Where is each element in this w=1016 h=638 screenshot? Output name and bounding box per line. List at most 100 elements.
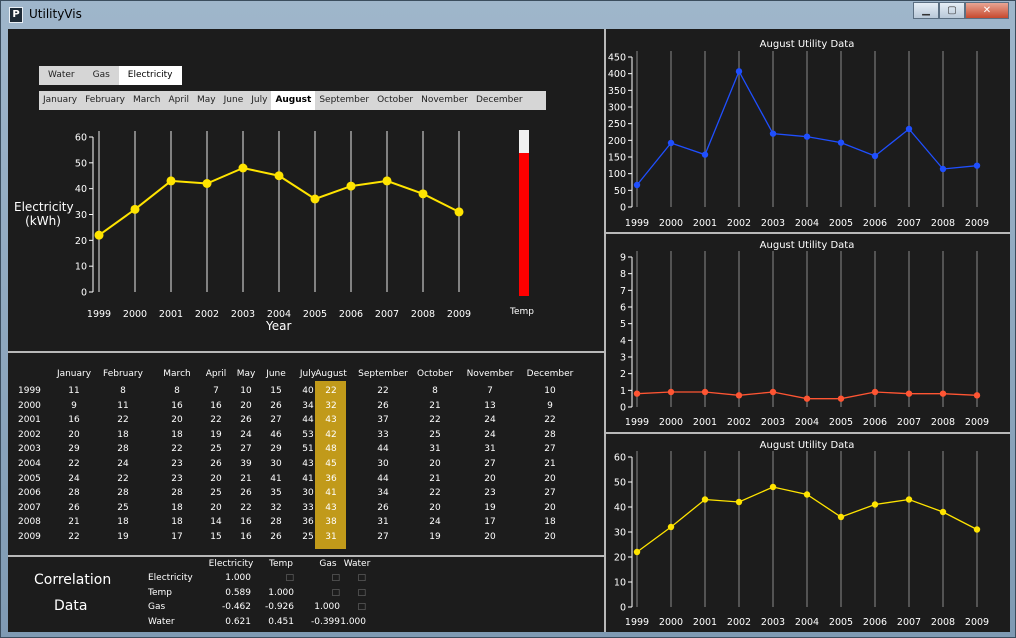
gas-chart-point[interactable] xyxy=(837,395,845,402)
table-cell: 20 xyxy=(210,473,222,484)
table-header-october[interactable]: October xyxy=(416,369,454,379)
gas-chart-point[interactable] xyxy=(701,388,709,396)
water-chart-point[interactable] xyxy=(735,68,743,75)
table-cell: 41 xyxy=(325,488,337,499)
utility-tab-gas[interactable]: Gas xyxy=(92,70,110,80)
month-tab-february[interactable]: February xyxy=(85,95,126,105)
electricity-small-chart-point[interactable] xyxy=(735,498,743,506)
table-cell: 23 xyxy=(171,473,183,484)
water-chart-point[interactable] xyxy=(837,139,845,146)
table-header-may[interactable]: May xyxy=(236,369,256,379)
month-tab-july[interactable]: July xyxy=(251,95,268,105)
water-chart-point[interactable] xyxy=(667,139,675,147)
table-cell: 22 xyxy=(171,444,183,455)
table-cell: 27 xyxy=(544,444,556,455)
water-chart-point[interactable] xyxy=(701,151,709,158)
main-chart-point[interactable] xyxy=(382,176,392,186)
month-tab-may[interactable]: May xyxy=(197,95,216,105)
gas-chart-point[interactable] xyxy=(803,395,811,402)
utility-tab-electricity[interactable]: Electricity xyxy=(118,66,182,85)
maximize-icon[interactable]: ▢ xyxy=(939,2,965,19)
table-header-november[interactable]: November xyxy=(466,369,514,379)
water-chart-point[interactable] xyxy=(973,162,981,169)
electricity-small-chart-x-tick-label: 2002 xyxy=(727,617,751,628)
gas-chart-point[interactable] xyxy=(973,392,981,399)
table-header-july[interactable]: July xyxy=(299,369,317,379)
table-cell: 27 xyxy=(270,415,282,426)
gas-chart-point[interactable] xyxy=(667,388,675,396)
main-chart-point[interactable] xyxy=(238,163,248,173)
water-chart-point[interactable] xyxy=(633,181,641,189)
table-header-august[interactable]: August xyxy=(315,369,347,379)
electricity-small-chart-point[interactable] xyxy=(905,496,913,503)
main-chart-point[interactable] xyxy=(166,176,176,186)
water-chart-point[interactable] xyxy=(871,152,879,160)
month-tab-september[interactable]: September xyxy=(319,95,370,105)
correlation-cell: □ xyxy=(331,573,340,583)
gas-chart-point[interactable] xyxy=(769,388,777,396)
electricity-small-chart-point[interactable] xyxy=(939,508,947,516)
month-tab-november[interactable]: November xyxy=(421,95,468,105)
divider-right-1 xyxy=(606,232,1010,234)
title-bar[interactable]: P UtilityVis ▁ ▢ ✕ xyxy=(1,1,1015,29)
month-tab-march[interactable]: March xyxy=(133,95,161,105)
correlation-cell: -0.926 xyxy=(264,602,294,613)
table-header-january[interactable]: January xyxy=(56,369,92,379)
gas-chart-point[interactable] xyxy=(871,388,879,396)
electricity-small-chart-point[interactable] xyxy=(871,501,879,508)
month-tab-december[interactable]: December xyxy=(475,95,523,105)
main-chart-point[interactable] xyxy=(418,189,428,199)
water-chart-y-tick-label: 250 xyxy=(608,119,626,130)
table-header-april[interactable]: April xyxy=(205,369,227,379)
main-chart-point[interactable] xyxy=(346,181,356,191)
electricity-small-chart-point[interactable] xyxy=(667,523,675,531)
table-cell: 53 xyxy=(302,429,314,440)
table-header-february[interactable]: February xyxy=(103,369,143,379)
electricity-small-chart-point[interactable] xyxy=(973,526,981,533)
electricity-small-chart-point[interactable] xyxy=(837,513,845,521)
month-tab-october[interactable]: October xyxy=(377,95,414,105)
month-tab-april[interactable]: April xyxy=(168,95,190,105)
main-chart-point[interactable] xyxy=(310,194,320,204)
water-chart-point[interactable] xyxy=(769,130,777,137)
table-header-june[interactable]: June xyxy=(266,369,286,379)
electricity-small-chart-x-tick-label: 1999 xyxy=(625,617,649,628)
minimize-icon[interactable]: ▁ xyxy=(913,2,939,19)
correlation-cell: 0.621 xyxy=(225,616,251,627)
electricity-small-chart-point[interactable] xyxy=(633,548,641,556)
table-cell: 26 xyxy=(377,400,389,411)
electricity-small-chart-point[interactable] xyxy=(769,483,777,491)
table-header-september[interactable]: September xyxy=(358,369,408,379)
main-chart-point[interactable] xyxy=(130,204,140,214)
main-chart-point[interactable] xyxy=(274,171,284,181)
electricity-small-chart-point[interactable] xyxy=(803,491,811,498)
main-chart-point[interactable] xyxy=(454,207,464,217)
main-chart-point[interactable] xyxy=(94,230,104,240)
table-cell: 26 xyxy=(210,459,222,469)
month-tab-june[interactable]: June xyxy=(223,95,244,105)
water-chart-point[interactable] xyxy=(939,165,947,173)
electricity-small-chart-x-tick-label: 2004 xyxy=(795,617,819,628)
utility-tabs: Water Gas Electricity xyxy=(39,66,182,85)
month-tab-january[interactable]: January xyxy=(43,95,78,105)
close-icon[interactable]: ✕ xyxy=(965,2,1009,19)
table-cell: 36 xyxy=(325,473,337,484)
table-cell: 9 xyxy=(71,400,77,411)
main-chart-point[interactable] xyxy=(202,179,212,188)
table-header-march[interactable]: March xyxy=(163,369,191,379)
gas-chart-point[interactable] xyxy=(735,392,743,399)
month-tab-august[interactable]: August xyxy=(271,91,316,110)
electricity-small-chart-point[interactable] xyxy=(701,496,709,503)
table-cell: 25 xyxy=(302,532,314,542)
utility-tab-water[interactable]: Water xyxy=(48,70,75,80)
table-cell: 20 xyxy=(544,473,556,484)
gas-chart-point[interactable] xyxy=(633,390,641,397)
water-chart-point[interactable] xyxy=(905,125,913,133)
gas-chart-point[interactable] xyxy=(905,390,913,397)
table-header-december[interactable]: December xyxy=(526,369,574,379)
gas-chart-point[interactable] xyxy=(939,390,947,397)
table-cell: 7 xyxy=(487,386,493,396)
electricity-small-chart-x-tick-label: 2008 xyxy=(931,617,955,628)
selected-month-highlight xyxy=(315,381,346,549)
water-chart-point[interactable] xyxy=(803,133,811,140)
